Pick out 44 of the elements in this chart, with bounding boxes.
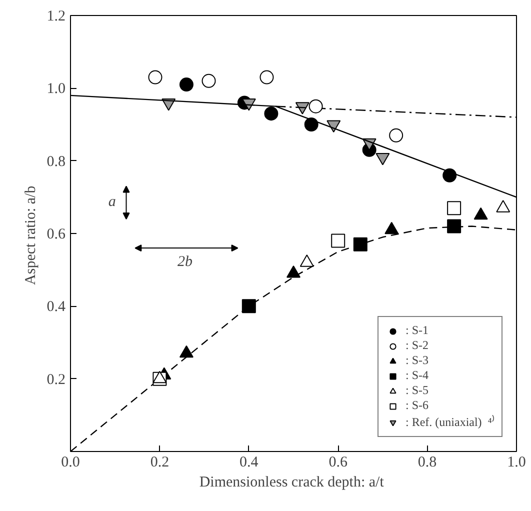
y-tick-label: 1.0 [46,81,66,98]
legend-label: : S-1 [406,323,429,338]
x-tick-label: 1.0 [507,454,526,470]
x-tick-label: 0.2 [150,454,170,470]
legend-label: : S-4 [406,368,429,383]
point [300,254,314,267]
y-tick-label: 0.8 [46,154,66,170]
point [447,201,462,216]
annotation: 2b [178,254,194,270]
point [148,70,162,84]
point [442,168,457,182]
point [331,234,346,248]
point [353,237,368,252]
legend-label: : S-3 [406,353,429,368]
point [496,200,510,212]
annotation: a [108,194,116,210]
point [447,219,462,234]
point [152,370,167,384]
x-axis-title: Dimensionless crack depth: a/t [199,474,385,490]
y-tick-label: 0.6 [46,226,66,242]
point [179,78,194,92]
point [242,299,256,314]
point [384,222,399,234]
point [304,118,318,132]
legend-label: : S-6 [406,398,429,413]
y-tick-label: 0.2 [46,372,66,388]
legend-label: : S-2 [406,338,429,353]
x-tick-label: 0.4 [240,454,259,470]
point [260,70,274,84]
point [474,207,488,220]
point [264,106,278,121]
point [179,345,194,358]
point [202,74,216,88]
y-tick-label: 1.2 [46,8,66,24]
legend-label: : Ref. (uniaxial) ⁴⁾ [406,414,495,430]
x-tick-label: 0.6 [328,454,348,470]
legend-label: : S-5 [406,383,429,398]
point [389,128,404,142]
y-tick-label: 0.4 [46,299,66,316]
x-tick-label: 0.8 [418,454,437,470]
y-axis-title: Aspect ratio: a/b [22,186,39,285]
point [308,99,323,114]
point [286,265,300,278]
x-tick-label: 0.0 [61,454,80,470]
